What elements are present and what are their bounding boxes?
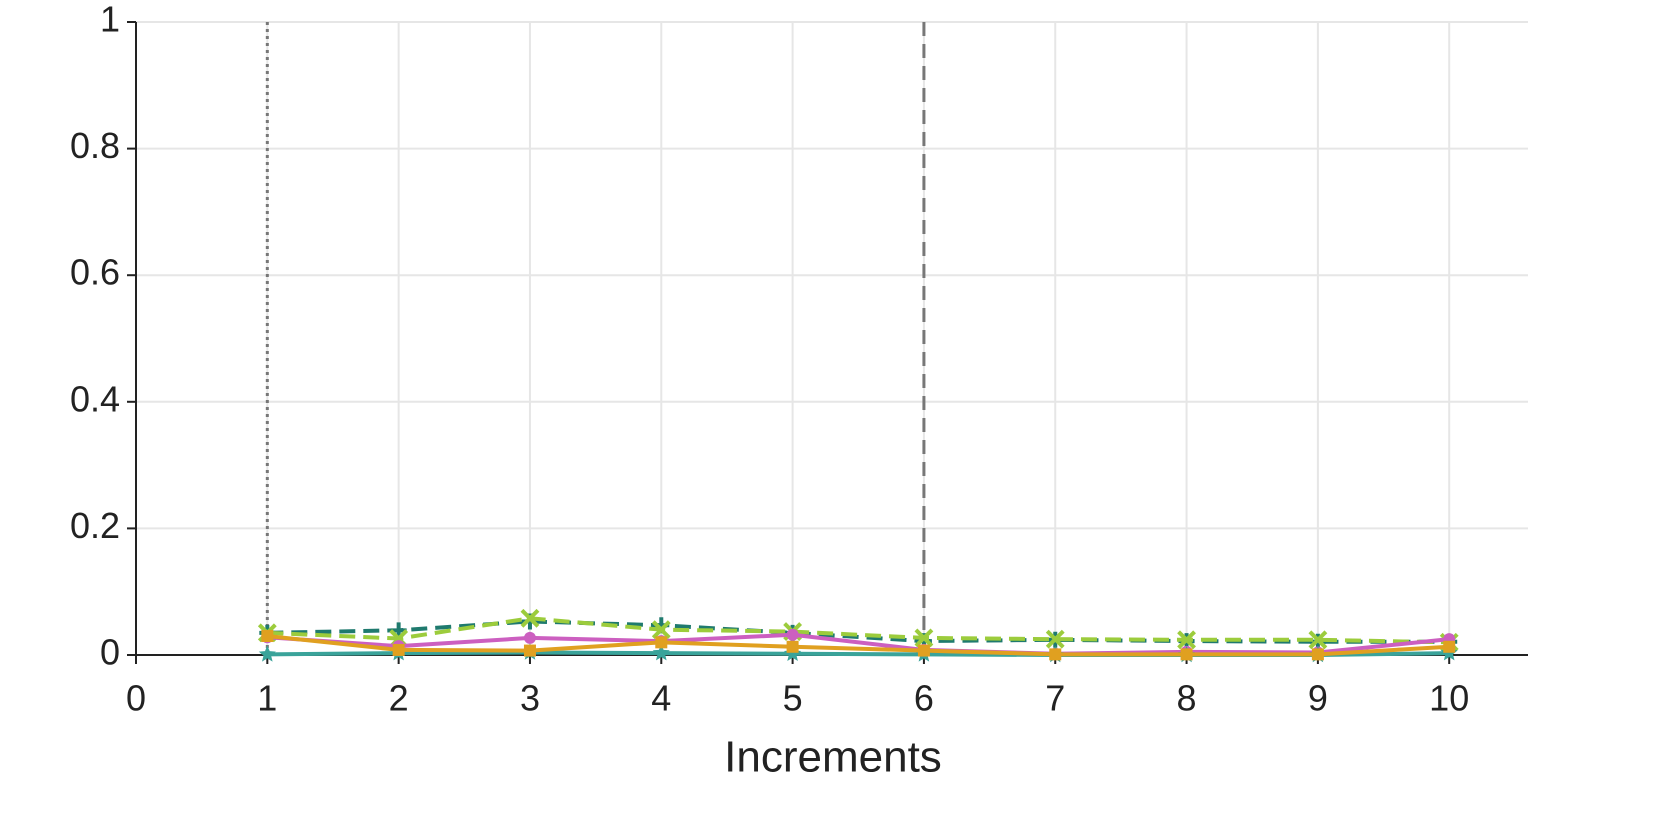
x-tick-label: 4 [651, 678, 671, 719]
x-tick-label: 5 [783, 678, 803, 719]
marker [917, 644, 930, 657]
series-line [267, 616, 1450, 645]
marker [520, 608, 540, 628]
marker [786, 628, 799, 641]
marker [1049, 648, 1062, 661]
x-tick-label: 1 [257, 678, 277, 719]
series-line [267, 634, 1450, 657]
marker [655, 636, 668, 649]
x-tick-label: 3 [520, 678, 540, 719]
x-tick-label: 7 [1045, 678, 1065, 719]
marker [786, 640, 799, 653]
marker [1045, 629, 1065, 649]
y-tick-label: 0.4 [70, 378, 120, 419]
marker [1180, 648, 1193, 661]
series-line [267, 632, 1450, 656]
marker [258, 645, 276, 662]
marker [914, 628, 934, 648]
y-tick-label: 0.8 [70, 125, 120, 166]
y-tick-label: 0.6 [70, 252, 120, 293]
y-tick-label: 0 [100, 632, 120, 673]
marker [1308, 630, 1328, 650]
grid [136, 21, 1528, 655]
marker [1177, 630, 1196, 650]
x-tick-label: 0 [126, 678, 146, 719]
marker [652, 644, 670, 661]
x-tick-label: 2 [389, 678, 409, 719]
x-tick-label: 9 [1308, 678, 1328, 719]
x-tick-label: 8 [1177, 678, 1197, 719]
marker [523, 644, 536, 657]
y-tick-label: 1 [100, 0, 120, 40]
x-axis-label: Increments [724, 733, 942, 782]
marker [1311, 648, 1324, 661]
marker [523, 631, 536, 644]
marker [261, 630, 274, 643]
y-tick-label: 0.2 [70, 505, 120, 546]
x-tick-label: 6 [914, 678, 934, 719]
marker [392, 643, 405, 656]
x-tick-label: 10 [1429, 678, 1469, 719]
marker [390, 622, 407, 639]
marker [784, 644, 802, 661]
marker [1443, 640, 1456, 653]
marker [651, 620, 671, 640]
